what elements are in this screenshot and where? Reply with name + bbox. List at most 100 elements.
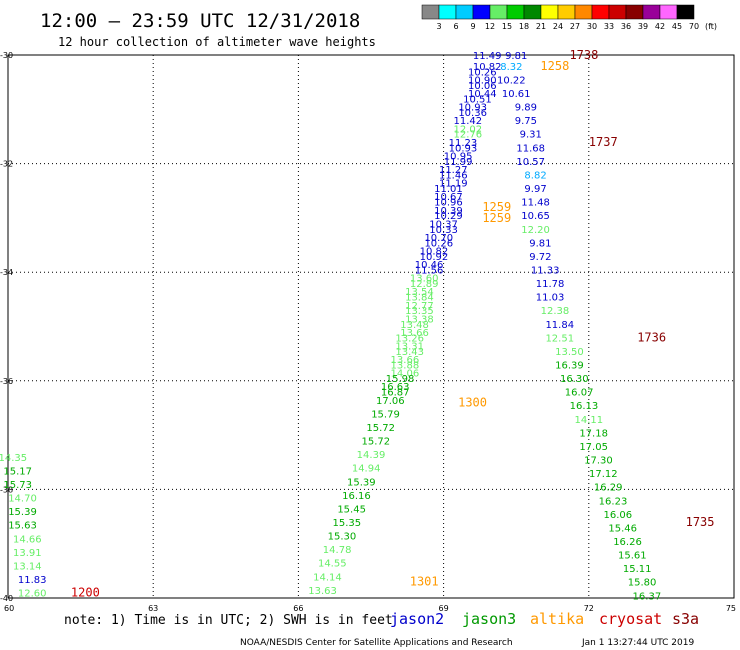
wave-height-value: 15.45: [337, 504, 366, 515]
wave-height-value: 13.35: [405, 306, 434, 317]
wave-height-value: 13.38: [405, 314, 434, 325]
colorbar-label: 24: [553, 22, 563, 31]
wave-height-value: 11.56: [415, 265, 444, 276]
wave-height-value: 14.14: [313, 572, 342, 583]
wave-height-value: 13.63: [308, 586, 337, 597]
wave-height-value: 14.70: [8, 494, 37, 505]
pass-time-label: 1200: [71, 586, 100, 600]
pass-time-label: 1259: [482, 200, 511, 214]
wave-height-value: 10.82: [473, 62, 502, 73]
pass-time-label: 1735: [686, 515, 715, 529]
wave-height-value: 8.82: [524, 170, 546, 181]
wave-height-value: 16.06: [604, 510, 633, 521]
wave-height-value: 10.22: [497, 75, 526, 86]
pass-time-label: 1736: [637, 330, 666, 344]
wave-height-value: 15.61: [618, 551, 647, 562]
colorbar-label: (ft): [705, 22, 717, 31]
wave-height-value: 13.91: [13, 548, 42, 559]
wave-height-value: 10.26: [468, 67, 497, 78]
wave-height-value: 12.89: [410, 279, 439, 290]
wave-height-value: 10.29: [434, 211, 463, 222]
wave-height-value: 14.35: [0, 453, 27, 464]
wave-height-value: 11.27: [439, 165, 468, 176]
colorbar-label: 42: [655, 22, 665, 31]
wave-height-value: 10.46: [415, 260, 444, 271]
wave-height-value: 17.18: [579, 428, 608, 439]
colorbar-swatch: [506, 4, 525, 20]
wave-height-value: 17.05: [579, 442, 608, 453]
wave-height-value: 12.51: [545, 333, 574, 344]
colorbar-swatch: [608, 4, 627, 20]
x-axis-labels: 60 63 66 69 72 75: [4, 604, 736, 613]
pass-time-label: 1301: [410, 575, 439, 589]
y-tick-label: -36: [0, 377, 13, 386]
colorbar-swatch: [659, 4, 678, 20]
wave-height-value: 11.19: [439, 179, 468, 190]
wave-height-value: 9.81: [529, 238, 551, 249]
wave-height-value: 14.06: [391, 369, 420, 380]
wave-height-value: 16.26: [613, 537, 642, 548]
wave-height-value: 12.77: [405, 301, 434, 312]
wave-height-value: 10.82: [420, 246, 449, 257]
wave-height-value: 14.94: [352, 464, 381, 475]
wave-height-value: 10.95: [444, 151, 473, 162]
wave-height-value: 9.75: [515, 116, 537, 127]
wave-height-value: 15.35: [332, 518, 361, 529]
wave-height-value: 11.99: [444, 157, 473, 168]
colorbar-swatch: [455, 4, 474, 20]
wave-height-value: 16.30: [560, 374, 589, 385]
wave-height-value: 13.50: [555, 347, 584, 358]
wave-height-value: 10.37: [429, 219, 458, 230]
wave-height-value: 9.81: [505, 51, 527, 62]
wave-height-value: 11.03: [536, 293, 565, 304]
wave-height-value: 11.49: [473, 51, 502, 62]
wave-height-value: 10.92: [420, 252, 449, 263]
wave-height-value: 15.39: [8, 507, 37, 518]
colorbar-label: 6: [453, 22, 458, 31]
colorbar-label: 36: [621, 22, 631, 31]
wave-height-value: 15.63: [8, 521, 37, 532]
footer-note: note: 1) Time is in UTC; 2) SWH is in fe…: [64, 613, 393, 628]
wave-height-value: 13.66: [391, 355, 420, 366]
wave-height-value: 10.96: [434, 198, 463, 209]
wave-height-value: 9.89: [515, 103, 537, 114]
wave-height-value: 15.72: [362, 437, 391, 448]
wave-height-value: 13.26: [395, 333, 424, 344]
wave-height-value: 13.14: [13, 561, 42, 572]
colorbar-label: 33: [604, 22, 614, 31]
wave-height-value: 15.98: [386, 374, 415, 385]
wave-height-value: 15.80: [628, 578, 657, 589]
legend-jason3: jason3: [462, 610, 516, 628]
legend-s3a: s3a: [672, 610, 699, 628]
wave-height-value: 11.83: [18, 575, 47, 586]
wave-height-value: 10.67: [434, 192, 463, 203]
wave-height-value: 16.87: [381, 388, 410, 399]
wave-height-value: 13.88: [391, 361, 420, 372]
wave-height-value: 15.39: [347, 477, 376, 488]
wave-height-value: 16.13: [570, 401, 599, 412]
grid-lines: [8, 55, 734, 598]
x-tick-label: 69: [439, 604, 449, 613]
x-tick-label: 75: [726, 604, 736, 613]
colorbar-swatch: [438, 4, 457, 20]
wave-height-value: 14.78: [323, 545, 352, 556]
colorbar-swatch: [557, 4, 576, 20]
satellite-legend: jason2 jason3 altika cryosat s3a: [390, 610, 699, 628]
pass-time-label: 1258: [540, 59, 569, 73]
y-tick-label: -32: [0, 160, 13, 169]
colorbar-label: 12: [485, 22, 495, 31]
wave-height-value: 10.65: [521, 211, 550, 222]
wave-height-value: 16.63: [381, 382, 410, 393]
legend-jason2: jason2: [390, 610, 444, 628]
colorbar-swatch: [472, 4, 491, 20]
wave-height-value: 12.76: [453, 130, 482, 141]
y-tick-label: -34: [0, 268, 13, 277]
colorbar-swatch: [591, 4, 610, 20]
wave-height-value: 15.79: [371, 409, 400, 420]
colorbar-swatch: [642, 4, 661, 20]
legend-cryosat: cryosat: [599, 610, 662, 628]
pass-time-label: 1737: [589, 135, 618, 149]
wave-height-value: 15.17: [3, 466, 32, 477]
wave-height-value: 10.51: [463, 94, 492, 105]
